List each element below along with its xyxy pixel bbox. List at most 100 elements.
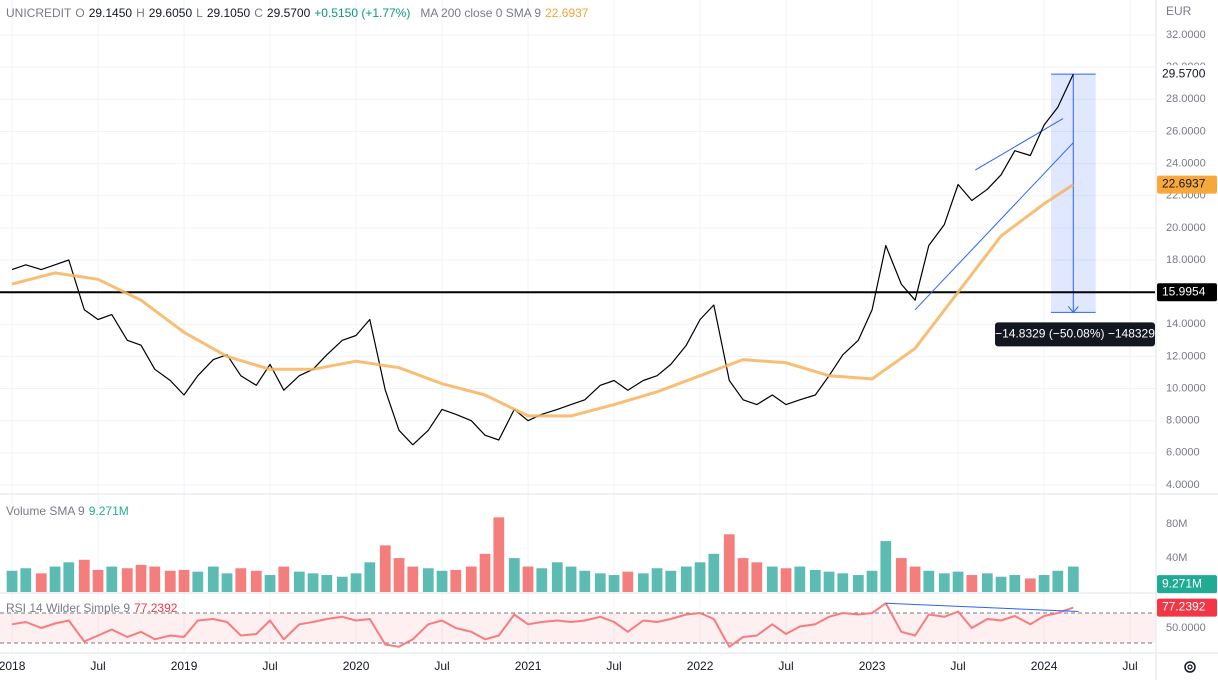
volume-bar: [149, 566, 161, 592]
volume-bar: [465, 566, 477, 592]
volume-value: 9.271M: [88, 504, 129, 518]
volume-bar: [651, 568, 663, 592]
ohlc-value: 29.1050: [206, 6, 251, 20]
volume-bar: [837, 573, 849, 592]
moving-average: [11, 183, 1075, 418]
volume-bar: [1009, 575, 1021, 592]
rsi-band: [0, 613, 1155, 643]
volume-bar: [579, 570, 591, 592]
y-tick-label: 18.0000: [1166, 254, 1206, 266]
y-tick-label: 50.0000: [1166, 622, 1206, 634]
ohlc-value: 29.6050: [148, 6, 193, 20]
y-tick-label: 32.0000: [1166, 29, 1206, 41]
volume-bar: [1052, 570, 1064, 592]
trend-line: [914, 142, 1074, 311]
y-tick-label: 8.0000: [1166, 415, 1200, 427]
price-tag: [1157, 65, 1217, 84]
volume-name: Volume SMA 9: [6, 504, 85, 518]
price-legend: UNICREDIT O 29.1450 H 29.6050 L 29.1050 C 29.570…: [6, 6, 588, 20]
x-tick-label: 2021: [515, 659, 542, 673]
ohlc-value: 29.5700: [266, 6, 311, 20]
rsi-name: RSI 14 Wilder Simple 9: [6, 601, 131, 615]
price-tag: [1157, 283, 1217, 302]
ohlc-name: O: [75, 6, 85, 20]
volume-bar: [221, 573, 233, 592]
volume-bar: [235, 568, 247, 592]
volume-bar: [694, 562, 706, 592]
volume-bar: [207, 566, 219, 592]
symbol: UNICREDIT: [6, 6, 72, 20]
volume-bar: [250, 570, 262, 592]
measure-arrowhead: [1067, 306, 1079, 314]
volume-bar: [92, 569, 104, 592]
rsi-line: [11, 602, 1074, 648]
x-tick-label: Jul: [262, 659, 277, 673]
gear-center[interactable]: [1187, 664, 1193, 670]
volume-bar: [723, 534, 735, 592]
ma-name: MA 200 close 0 SMA 9: [420, 6, 542, 20]
volume-bar: [106, 566, 118, 592]
currency: EUR: [1166, 4, 1192, 18]
volume-bar: [379, 545, 391, 592]
rsi-value: 77.2392: [134, 601, 178, 615]
y-tick-label: 26.0000: [1166, 125, 1206, 137]
volume-bar: [594, 573, 606, 592]
volume-bar: [708, 553, 720, 592]
volume-bar: [1024, 578, 1036, 592]
x-tick-label: 2018: [0, 659, 26, 673]
measure-label: −14.8329 (−50.08%) −148329: [995, 327, 1155, 341]
volume-bar: [350, 573, 362, 592]
y-tick-label: 80M: [1166, 518, 1187, 530]
volume-bar: [1067, 566, 1079, 592]
x-tick-label: Jul: [778, 659, 793, 673]
price-tag-label: 15.9954: [1162, 284, 1206, 298]
volume-bar: [121, 568, 133, 592]
rsi-trend-line: [885, 602, 1079, 612]
volume-bar: [278, 566, 290, 592]
x-tick-label: Jul: [950, 659, 965, 673]
y-tick-label: 6.0000: [1166, 447, 1200, 459]
price-tag: [1157, 575, 1217, 594]
volume-bar: [192, 571, 204, 592]
volume-bar: [608, 575, 620, 592]
volume-bar: [680, 566, 692, 592]
volume-bar: [321, 575, 333, 592]
volume-bar: [508, 558, 520, 592]
price-line: [11, 73, 1074, 446]
volume-bar: [794, 566, 806, 592]
price-tag: [1157, 175, 1217, 194]
price-tag-label: 9.271M: [1162, 576, 1202, 590]
volume-bar: [866, 570, 878, 592]
settings-icon[interactable]: [1184, 661, 1196, 673]
volume-bar: [823, 571, 835, 592]
gear[interactable]: [1184, 661, 1196, 673]
volume-bar: [264, 575, 276, 592]
volume-legend: Volume SMA 9 9.271M: [6, 504, 129, 518]
volume-bar: [622, 571, 634, 592]
volume-bar: [880, 541, 892, 592]
volume-bar: [938, 573, 950, 592]
x-tick-label: 2019: [171, 659, 198, 673]
volume-bar: [20, 568, 32, 592]
y-tick-label: 12.0000: [1166, 350, 1206, 362]
y-tick-label: 24.0000: [1166, 157, 1206, 169]
rsi-legend: RSI 14 Wilder Simple 9 77.2392: [6, 601, 177, 615]
x-tick-label: Jul: [434, 659, 449, 673]
volume-bar: [895, 558, 907, 592]
volume-bar: [909, 566, 921, 592]
volume-bar: [852, 575, 864, 592]
volume-bar: [536, 568, 548, 592]
volume-bar: [995, 576, 1007, 592]
y-tick-label: 28.0000: [1166, 93, 1206, 105]
volume-bar: [809, 569, 821, 592]
volume-bar: [522, 566, 534, 592]
volume-bar: [780, 568, 792, 592]
x-tick-label: Jul: [606, 659, 621, 673]
volume-bar: [164, 570, 176, 592]
volume-bar: [178, 569, 190, 592]
volume-bar: [737, 558, 749, 592]
x-tick-label: 2024: [1031, 659, 1058, 673]
volume-bar: [551, 562, 563, 592]
